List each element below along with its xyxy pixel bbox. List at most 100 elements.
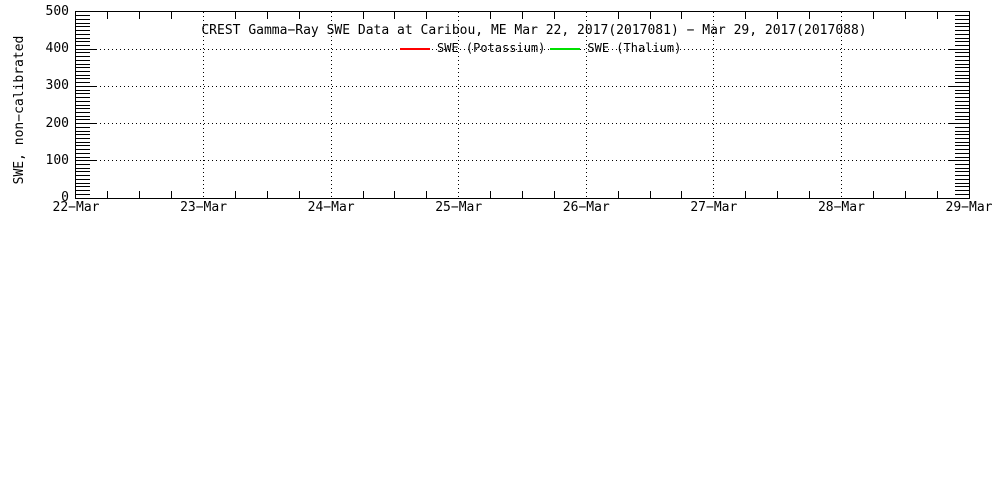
x-minor-tick-top xyxy=(681,12,683,19)
y-tick-label: 400 xyxy=(45,41,69,57)
x-minor-tick-top xyxy=(362,12,364,19)
y-minor-tick-left xyxy=(76,74,90,76)
y-minor-tick-right xyxy=(955,15,969,17)
y-minor-tick-left xyxy=(76,78,90,80)
y-minor-tick-right xyxy=(955,152,969,154)
x-minor-tick-bottom xyxy=(553,191,555,198)
y-minor-tick-left xyxy=(76,22,90,24)
y-minor-tick-left xyxy=(76,178,90,180)
y-gridline xyxy=(76,48,969,50)
y-minor-tick-right xyxy=(955,59,969,61)
y-minor-tick-right xyxy=(955,104,969,106)
y-tick-label: 300 xyxy=(45,78,69,94)
y-minor-tick-right xyxy=(955,119,969,121)
y-minor-tick-left xyxy=(76,41,90,43)
y-minor-tick-left xyxy=(76,52,90,54)
y-gridline xyxy=(76,160,969,162)
y-gridline xyxy=(76,85,969,87)
y-major-tick-left xyxy=(76,160,96,162)
x-minor-tick-top xyxy=(394,12,396,19)
x-gridline xyxy=(840,12,842,198)
y-minor-tick-right xyxy=(955,141,969,143)
y-minor-tick-left xyxy=(76,67,90,69)
y-minor-tick-right xyxy=(955,175,969,177)
x-minor-tick-top xyxy=(139,12,141,19)
x-tick-label: 27−Mar xyxy=(690,200,738,215)
y-minor-tick-right xyxy=(955,18,969,20)
y-minor-tick-right xyxy=(955,100,969,102)
y-minor-tick-right xyxy=(955,78,969,80)
y-minor-tick-left xyxy=(76,44,90,46)
x-minor-tick-top xyxy=(936,12,938,19)
y-minor-tick-right xyxy=(955,134,969,136)
y-minor-tick-left xyxy=(76,193,90,195)
y-minor-tick-right xyxy=(955,190,969,192)
x-minor-tick-top xyxy=(809,12,811,19)
x-minor-tick-bottom xyxy=(490,191,492,198)
y-minor-tick-right xyxy=(955,130,969,132)
legend-item-thalium: SWE (Thalium) xyxy=(550,42,681,55)
y-minor-tick-left xyxy=(76,63,90,65)
y-minor-tick-right xyxy=(955,115,969,117)
y-minor-tick-left xyxy=(76,119,90,121)
y-minor-tick-left xyxy=(76,30,90,32)
x-minor-tick-top xyxy=(426,12,428,19)
x-gridline xyxy=(330,12,332,198)
x-minor-tick-bottom xyxy=(266,191,268,198)
x-minor-tick-bottom xyxy=(107,191,109,198)
x-minor-tick-bottom xyxy=(171,191,173,198)
y-minor-tick-right xyxy=(955,30,969,32)
legend-label-thalium: SWE (Thalium) xyxy=(587,41,682,55)
y-minor-tick-left xyxy=(76,134,90,136)
y-minor-tick-right xyxy=(955,171,969,173)
x-minor-tick-top xyxy=(904,12,906,19)
y-minor-tick-right xyxy=(955,22,969,24)
x-minor-tick-top xyxy=(617,12,619,19)
x-tick-label: 25−Mar xyxy=(435,200,483,215)
y-minor-tick-right xyxy=(955,37,969,39)
legend: SWE (Potassium) SWE (Thalium) xyxy=(400,42,681,55)
y-major-tick-right xyxy=(949,48,969,50)
y-minor-tick-left xyxy=(76,71,90,73)
x-minor-tick-bottom xyxy=(362,191,364,198)
legend-line-sample-potassium xyxy=(400,47,430,50)
y-minor-tick-right xyxy=(955,193,969,195)
y-major-tick-left xyxy=(76,123,96,125)
legend-line-sample-thalium xyxy=(550,47,581,50)
x-minor-tick-top xyxy=(777,12,779,19)
x-tick-label: 28−Mar xyxy=(817,200,865,215)
x-minor-tick-top xyxy=(872,12,874,19)
y-minor-tick-left xyxy=(76,89,90,91)
y-minor-tick-left xyxy=(76,190,90,192)
x-minor-tick-top xyxy=(490,12,492,19)
x-minor-tick-bottom xyxy=(394,191,396,198)
y-minor-tick-right xyxy=(955,111,969,113)
y-minor-tick-right xyxy=(955,44,969,46)
y-minor-tick-right xyxy=(955,108,969,110)
y-tick-label: 0 xyxy=(61,190,69,205)
y-minor-tick-right xyxy=(955,67,969,69)
y-minor-tick-left xyxy=(76,167,90,169)
y-minor-tick-left xyxy=(76,97,90,99)
y-minor-tick-left xyxy=(76,59,90,61)
x-minor-tick-top xyxy=(234,12,236,19)
x-minor-tick-bottom xyxy=(617,191,619,198)
x-minor-tick-bottom xyxy=(872,191,874,198)
y-tick-label: 200 xyxy=(45,115,69,131)
y-minor-tick-right xyxy=(955,182,969,184)
y-minor-tick-left xyxy=(76,111,90,113)
y-minor-tick-right xyxy=(955,149,969,151)
y-minor-tick-right xyxy=(955,82,969,84)
y-minor-tick-right xyxy=(955,63,969,65)
y-minor-tick-left xyxy=(76,15,90,17)
legend-label-potassium: SWE (Potassium) xyxy=(437,41,546,55)
y-minor-tick-left xyxy=(76,26,90,28)
y-minor-tick-left xyxy=(76,100,90,102)
y-minor-tick-right xyxy=(955,164,969,166)
y-minor-tick-right xyxy=(955,56,969,58)
y-minor-tick-left xyxy=(76,145,90,147)
x-minor-tick-bottom xyxy=(649,191,651,198)
x-minor-tick-bottom xyxy=(745,191,747,198)
y-minor-tick-left xyxy=(76,149,90,151)
